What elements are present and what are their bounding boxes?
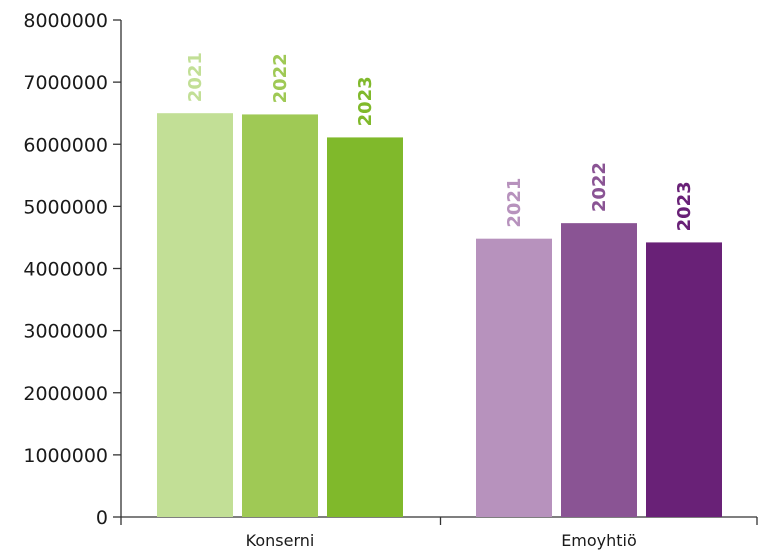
y-tick-label: 8000000 [23,10,108,32]
bar-year-label: 2022 [589,162,610,212]
bar-year-label: 2022 [270,53,291,103]
y-tick-label: 3000000 [23,321,108,343]
bars [157,113,722,518]
bar-year-label: 2021 [504,178,525,228]
y-tick-label: 1000000 [23,445,108,467]
bar-konserni-2021 [157,113,233,517]
x-category-label: Konserni [246,531,315,550]
bar-emoyhtiö-2022 [561,223,637,517]
bar-year-label: 2023 [355,76,376,126]
bar-year-label: 2021 [185,52,206,102]
bar-labels: 2021 2022 2023 2021 2022 2023 [185,52,695,231]
bar-emoyhtiö-2023 [646,242,722,517]
bar-konserni-2023 [327,137,403,517]
x-category-label: Emoyhtiö [561,531,637,550]
y-axis: 0 1000000 2000000 3000000 4000000 5000000 6000… [23,10,122,529]
bar-emoyhtiö-2021 [476,238,552,517]
y-tick-label: 7000000 [23,72,108,94]
y-tick-label: 5000000 [23,196,108,218]
bar-year-label: 2023 [674,181,695,231]
y-tick-label: 2000000 [23,383,108,405]
y-tick-label: 0 [96,507,108,529]
y-tick-label: 4000000 [23,259,108,281]
bar-konserni-2022 [242,114,318,518]
x-axis: Konserni Emoyhtiö [120,516,758,550]
y-tick-label: 6000000 [23,134,108,156]
